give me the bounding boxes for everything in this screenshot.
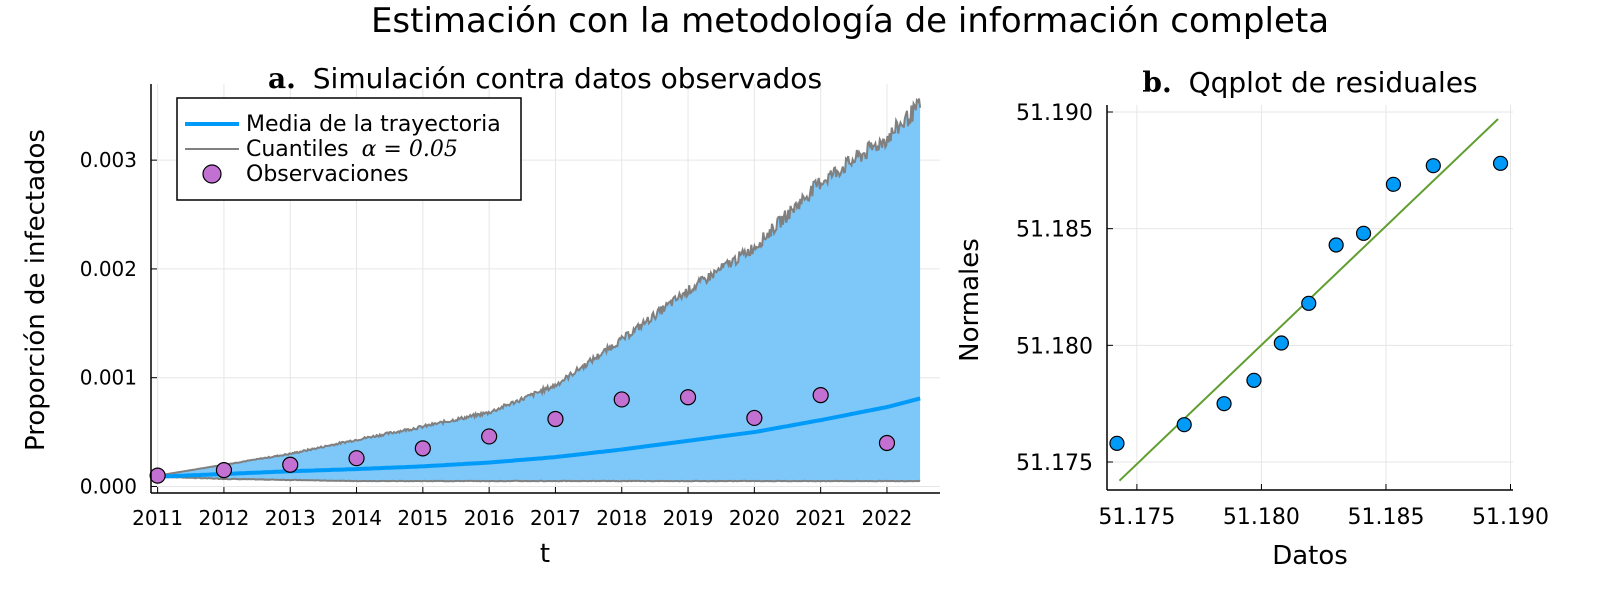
- qq-point: [1216, 396, 1232, 412]
- x-tick-label: 51.175: [1098, 505, 1175, 530]
- y-tick-label: 0.003: [80, 148, 137, 172]
- legend-label-observations: Observaciones: [246, 162, 408, 187]
- x-tick-label: 2018: [596, 506, 647, 530]
- panel-a-title-text: Simulación contra datos observados: [313, 62, 822, 95]
- qq-point: [1109, 435, 1125, 451]
- panel-a-ticks: 2011 2012 2013 2014 2015 2016 2017 2018 2019 2020…: [80, 148, 913, 530]
- observation-point: [613, 391, 630, 408]
- panel-b-layer: [1109, 118, 1509, 482]
- qq-point: [1425, 158, 1441, 174]
- panel-a-simulation: 2011 2012 2013 2014 2015 2016 2017 2018 2019 2020…: [21, 62, 940, 569]
- observation-point: [282, 456, 299, 473]
- y-tick-label: 0.002: [80, 257, 137, 281]
- y-tick-label: 0.001: [80, 366, 137, 390]
- panel-b-ylabel: Normales: [955, 238, 985, 362]
- x-tick-label: 2016: [464, 506, 515, 530]
- x-tick-label: 2021: [795, 506, 846, 530]
- observation-point: [679, 389, 697, 406]
- qq-point: [1328, 237, 1344, 253]
- y-tick-label: 51.190: [1016, 101, 1093, 126]
- mean-trajectory-line: [157, 396, 921, 479]
- observation-point: [746, 409, 763, 427]
- legend-swatch-observations: [202, 164, 222, 184]
- legend-label-quantile-text: Cuantiles: [246, 137, 349, 162]
- x-tick-label: 2012: [198, 506, 249, 530]
- y-tick-label: 51.185: [1016, 218, 1093, 243]
- observation-point: [481, 428, 498, 445]
- panel-b-title-text: Qqplot de residuales: [1189, 66, 1478, 99]
- y-tick-label: 0.000: [80, 474, 137, 498]
- panel-a-legend: Media de la trayectoria Cuantiles α = 0.…: [176, 97, 522, 201]
- legend-label-mean: Media de la trayectoria: [246, 112, 501, 137]
- qq-point: [1301, 295, 1317, 311]
- panel-a-xlabel: t: [540, 539, 550, 569]
- qq-point: [1273, 335, 1289, 351]
- x-tick-label: 2014: [331, 506, 382, 530]
- observation-point: [547, 410, 564, 428]
- panel-b-grid: [1107, 105, 1513, 490]
- panel-b-title: b. Qqplot de residuales: [1142, 66, 1477, 99]
- x-tick-label: 51.185: [1347, 505, 1424, 530]
- y-tick-label: 51.175: [1016, 451, 1093, 476]
- qq-point: [1355, 225, 1372, 241]
- qq-point: [1246, 372, 1262, 388]
- x-tick-label: 51.180: [1223, 505, 1300, 530]
- panel-b-axes: [1106, 105, 1513, 491]
- panel-a-title: a. Simulación contra datos observados: [268, 62, 822, 95]
- observation-point: [149, 467, 166, 484]
- x-tick-label: 2017: [530, 506, 581, 530]
- observation-point: [812, 387, 829, 404]
- legend-label-quantile: Cuantiles α = 0.05: [246, 137, 458, 162]
- x-tick-label: 2019: [663, 506, 714, 530]
- observation-point: [215, 462, 233, 479]
- panel-b-qqplot: 51.175 51.180 51.185 51.190 51.175 51.180 51.1…: [955, 66, 1549, 571]
- quantile-band: [157, 98, 921, 482]
- observation-point: [878, 434, 896, 452]
- quantile-upper-line: [157, 97, 922, 477]
- x-tick-label: 2011: [132, 506, 183, 530]
- panel-a-prefix: a.: [268, 62, 296, 95]
- qq-point: [1176, 417, 1192, 433]
- panel-b-ticks: 51.175 51.180 51.185 51.190 51.175 51.180 51.1…: [1016, 101, 1549, 530]
- panel-b-xlabel: Datos: [1272, 541, 1348, 571]
- x-tick-label: 2022: [862, 506, 913, 530]
- observation-point: [348, 450, 365, 467]
- x-tick-label: 51.190: [1472, 505, 1549, 530]
- x-tick-label: 2020: [729, 506, 780, 530]
- panel-a-band-layer: [149, 97, 922, 484]
- observation-point: [414, 440, 431, 457]
- panel-a-axes: [150, 84, 940, 494]
- panel-a-ylabel: Proporción de infectados: [21, 129, 51, 451]
- qq-point: [1385, 176, 1402, 192]
- figure-title: Estimación con la metodología de informa…: [371, 1, 1329, 41]
- x-tick-label: 2015: [397, 506, 448, 530]
- x-tick-label: 2013: [265, 506, 316, 530]
- qq-point: [1492, 155, 1509, 171]
- legend-label-quantile-math: α = 0.05: [362, 137, 458, 162]
- quantile-lower-line: [157, 475, 921, 483]
- y-tick-label: 51.180: [1016, 334, 1093, 359]
- panel-b-prefix: b.: [1142, 66, 1171, 99]
